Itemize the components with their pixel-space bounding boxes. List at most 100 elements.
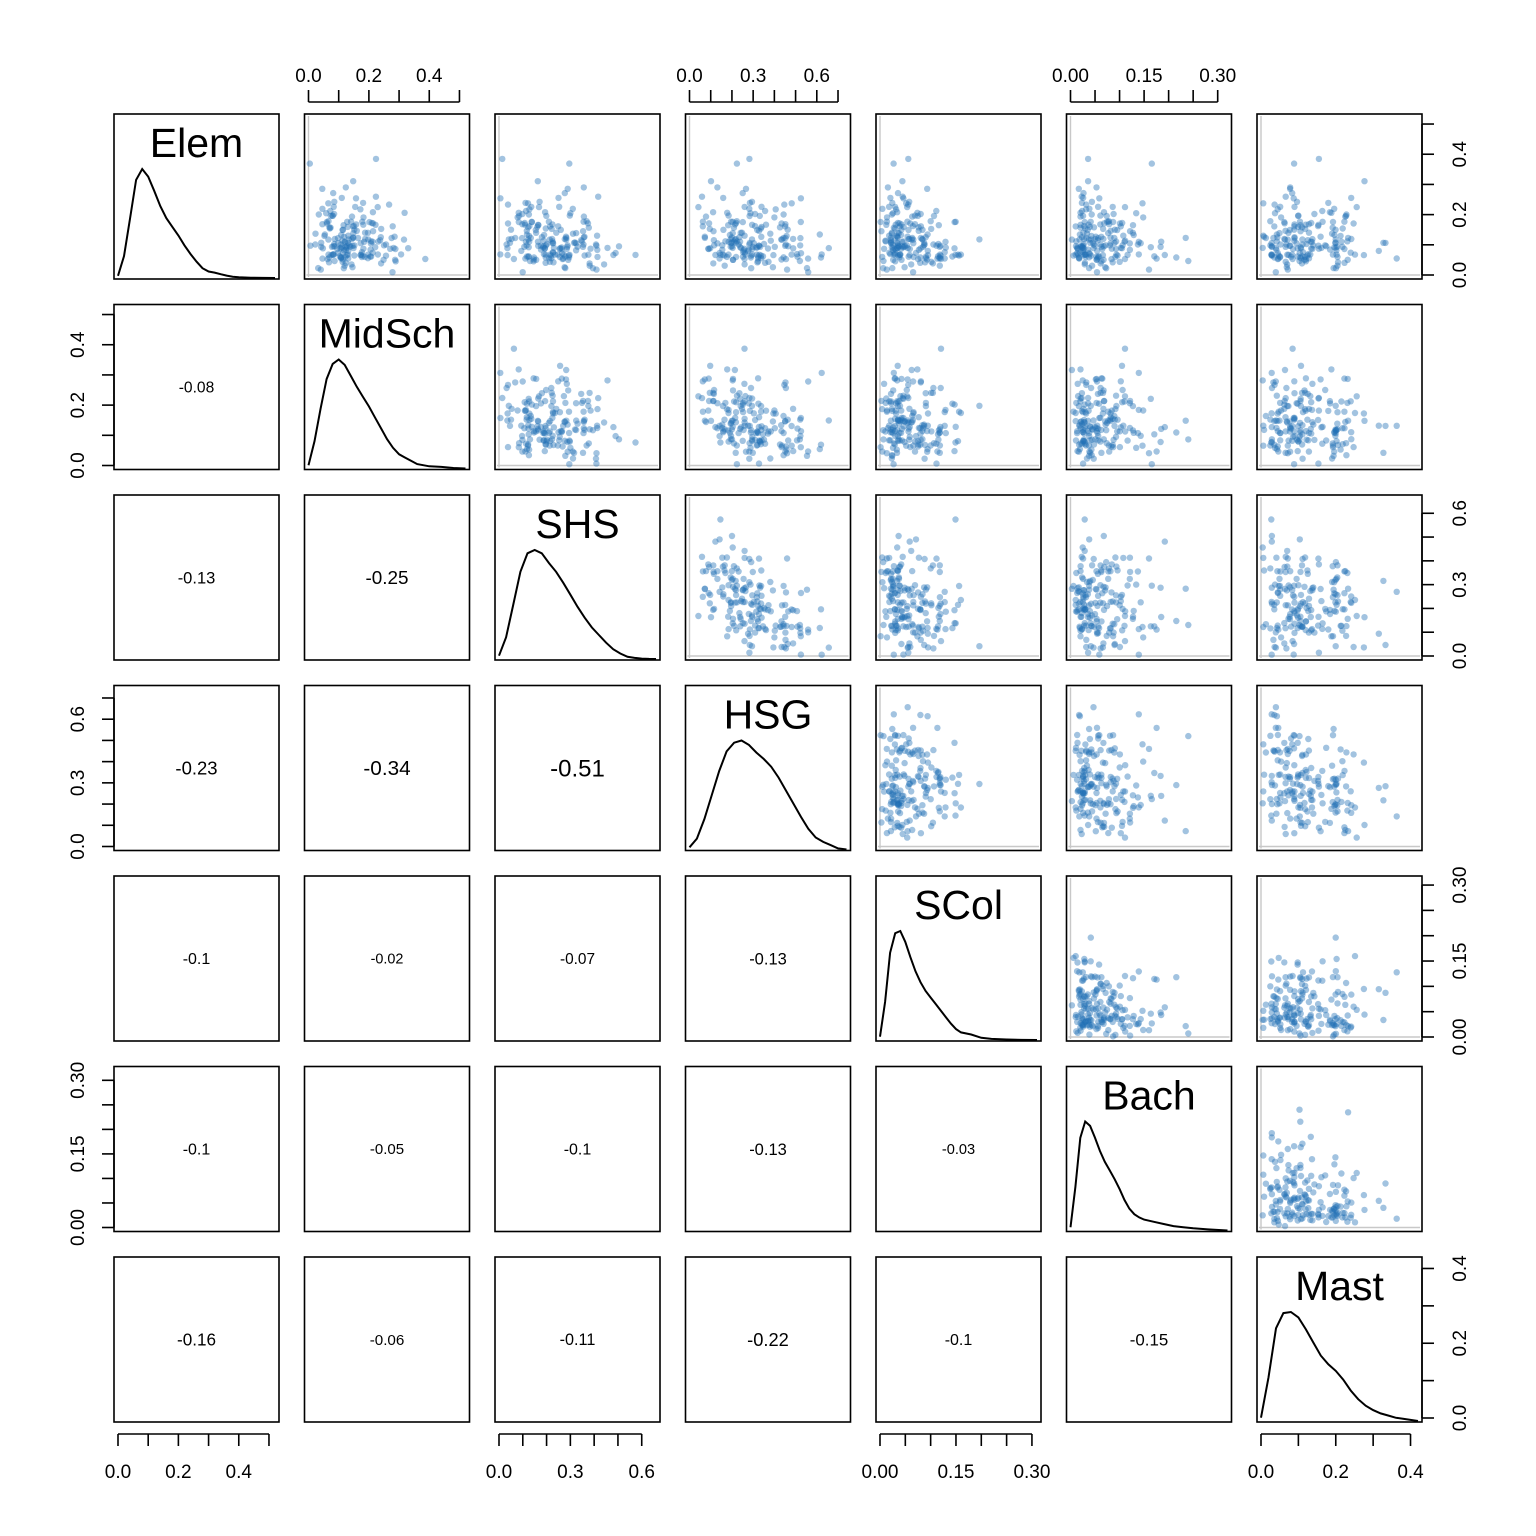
scatter-point <box>719 246 726 253</box>
scatter-point <box>883 218 891 225</box>
scatter-point <box>1323 243 1330 250</box>
scatter-point <box>922 586 930 593</box>
scatter-point <box>1116 1003 1124 1010</box>
scatter-point <box>1134 429 1142 437</box>
scatter-point <box>709 209 717 216</box>
scatter-point <box>1302 774 1310 782</box>
scatter-point <box>748 643 756 650</box>
scatter-point <box>1271 201 1278 208</box>
scatter-point <box>1100 436 1108 443</box>
scatter-point <box>1268 973 1276 980</box>
scatter-point <box>518 422 525 429</box>
scatter-point <box>710 390 718 398</box>
scatter-point <box>919 226 926 233</box>
scatter-point <box>1081 959 1088 966</box>
scatter-point <box>731 585 739 592</box>
scatter-point <box>781 201 788 208</box>
scatter-point <box>735 568 742 575</box>
scatter-point <box>615 436 623 443</box>
scatter-point <box>759 253 767 260</box>
scatter-point <box>733 399 740 406</box>
scatter-point <box>753 251 760 258</box>
scatter-point <box>1351 409 1359 417</box>
scatter-point <box>1334 1014 1341 1022</box>
scatter-point <box>1121 637 1129 645</box>
scatter-point <box>1332 934 1339 941</box>
scatter-point <box>1281 397 1288 405</box>
scatter-point <box>1297 987 1305 995</box>
scatter-point <box>548 436 556 443</box>
scatter-point <box>581 426 588 434</box>
scatter-point <box>1073 429 1081 437</box>
scatter-point <box>887 237 895 244</box>
scatter-point <box>904 644 911 651</box>
scatter-point <box>505 236 512 243</box>
scatter-point <box>725 251 732 258</box>
scatter-point <box>949 624 956 632</box>
scatter-point <box>1090 644 1097 651</box>
scatter-point <box>1344 1109 1352 1116</box>
panel-Mast-HSG: -0.22 <box>684 1256 852 1423</box>
scatter-point <box>1082 410 1090 417</box>
correlation-label: -0.1 <box>183 1142 211 1159</box>
scatter-point <box>909 567 916 575</box>
scatter-point <box>742 587 749 595</box>
scatter-point <box>1268 1156 1275 1163</box>
scatter-point <box>771 627 778 634</box>
scatter-point <box>537 242 545 249</box>
scatter-point <box>912 249 920 257</box>
scatter-point <box>735 429 742 437</box>
scatter-point <box>712 538 719 545</box>
scatter-point <box>1328 762 1336 769</box>
scatter-point <box>793 607 801 615</box>
scatter-point <box>525 211 533 218</box>
scatter-point <box>754 375 762 382</box>
scatter-point <box>733 582 741 589</box>
scatter-point <box>741 598 748 606</box>
scatter-point <box>803 586 811 593</box>
scatter-point <box>519 269 526 276</box>
scatter-point <box>1285 1161 1292 1169</box>
scatter-point <box>1080 436 1088 443</box>
scatter-point <box>1111 226 1119 233</box>
scatter-point <box>1294 961 1301 968</box>
scatter-point <box>1304 570 1312 577</box>
scatter-point <box>1303 436 1310 443</box>
scatter-point <box>563 366 570 374</box>
scatter-point <box>1072 223 1079 230</box>
scatter-point <box>1112 392 1120 399</box>
scatter-point <box>880 427 887 434</box>
scatter-point <box>724 633 731 640</box>
scatter-point <box>534 178 541 185</box>
scatter-point <box>695 612 702 620</box>
scatter-point <box>882 238 889 245</box>
correlation-label: -0.08 <box>179 379 215 396</box>
scatter-point <box>928 389 935 396</box>
scatter-point <box>1079 555 1087 562</box>
scatter-point <box>749 437 756 445</box>
scatter-point <box>725 613 732 620</box>
scatter-point <box>323 220 331 227</box>
scatter-point <box>1121 612 1129 620</box>
scatter-point <box>1105 568 1112 575</box>
scatter-point <box>1087 643 1095 650</box>
scatter-point <box>339 226 347 233</box>
scatter-point <box>748 427 755 434</box>
scatter-point <box>1301 253 1309 261</box>
scatter-point <box>510 255 518 263</box>
scatter-point <box>754 244 761 251</box>
scatter-point <box>1119 627 1126 634</box>
scatter-point <box>1382 239 1389 247</box>
scatter-point <box>560 422 567 429</box>
scatter-point <box>507 226 515 233</box>
scatter-point <box>1107 568 1114 575</box>
scatter-point <box>1100 243 1108 250</box>
scatter-point <box>1274 417 1281 425</box>
scatter-point <box>1090 441 1098 448</box>
scatter-point <box>1311 436 1318 444</box>
scatter-point <box>1078 553 1085 560</box>
scatter-point <box>1317 1199 1324 1206</box>
scatter-point <box>1259 1212 1266 1219</box>
scatter-point <box>1289 255 1296 263</box>
scatter-point <box>749 245 756 253</box>
